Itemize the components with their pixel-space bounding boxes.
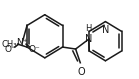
Text: N⁺: N⁺ [17, 38, 28, 47]
Text: O: O [77, 67, 85, 77]
Text: H: H [85, 24, 92, 33]
Text: N: N [85, 34, 92, 44]
Text: N: N [102, 26, 109, 35]
Text: O⁻: O⁻ [4, 45, 16, 54]
Text: CH₃: CH₃ [1, 40, 17, 49]
Text: O⁻: O⁻ [29, 45, 40, 54]
